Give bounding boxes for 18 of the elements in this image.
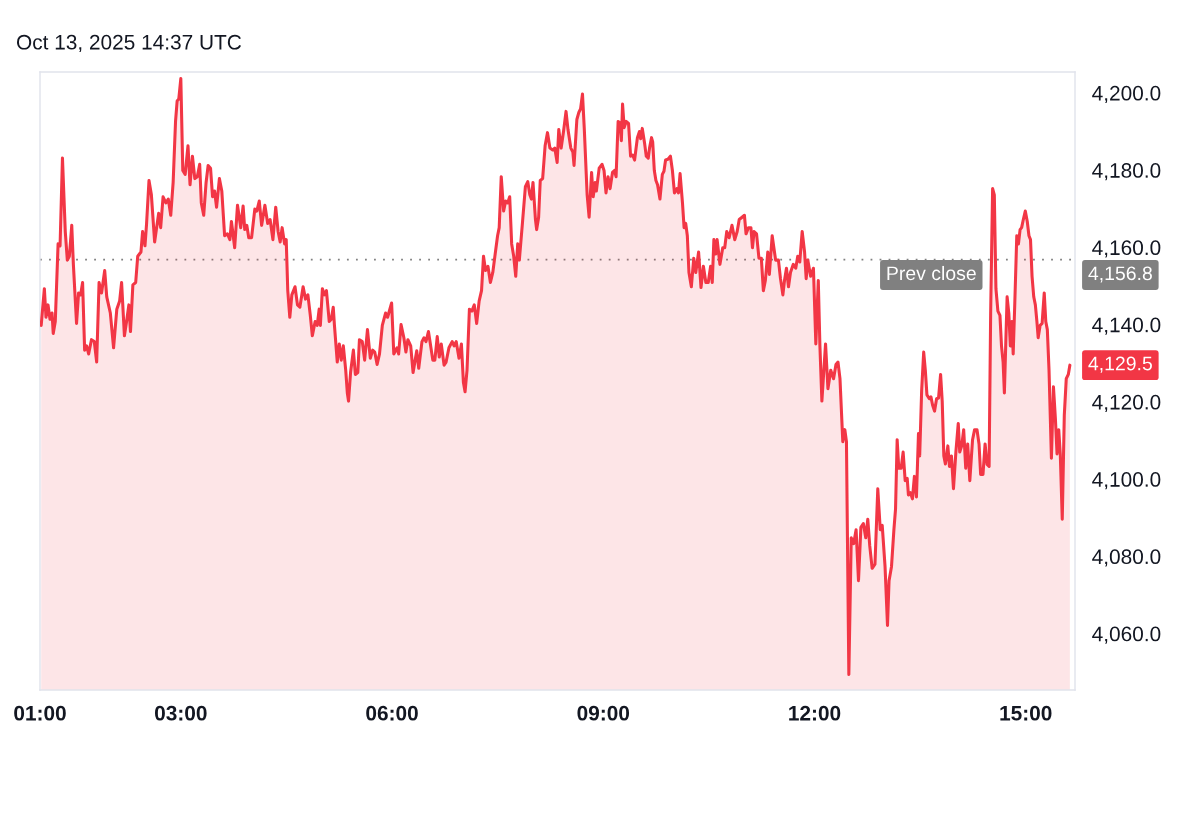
y-tick-label: 4,160.0 [1092, 240, 1161, 258]
y-tick-label: 4,100.0 [1092, 472, 1161, 490]
x-tick-label: 12:00 [789, 705, 841, 721]
x-tick-label: 01:00 [14, 705, 66, 721]
x-tick-label: 06:00 [366, 705, 418, 721]
annotation: 4,156.8 [1088, 266, 1152, 283]
y-tick-label: 4,120.0 [1092, 394, 1161, 413]
annotation: 4,129.5 [1088, 356, 1152, 373]
y-tick-label: 4,140.0 [1092, 317, 1161, 335]
x-tick-label: 03:00 [155, 705, 207, 721]
x-tick-label: 15:00 [1000, 705, 1052, 721]
y-tick-label: 4,060.0 [1092, 626, 1161, 644]
y-tick-label: 4,200.0 [1092, 85, 1161, 104]
text: Oct 13, 2025 14:37 UTC [16, 34, 242, 53]
y-tick-label: 4,080.0 [1092, 549, 1161, 567]
y-tick-label: 4,180.0 [1092, 163, 1161, 181]
x-tick-label: 09:00 [577, 705, 630, 721]
ref-line-label: Prev close [887, 265, 976, 281]
